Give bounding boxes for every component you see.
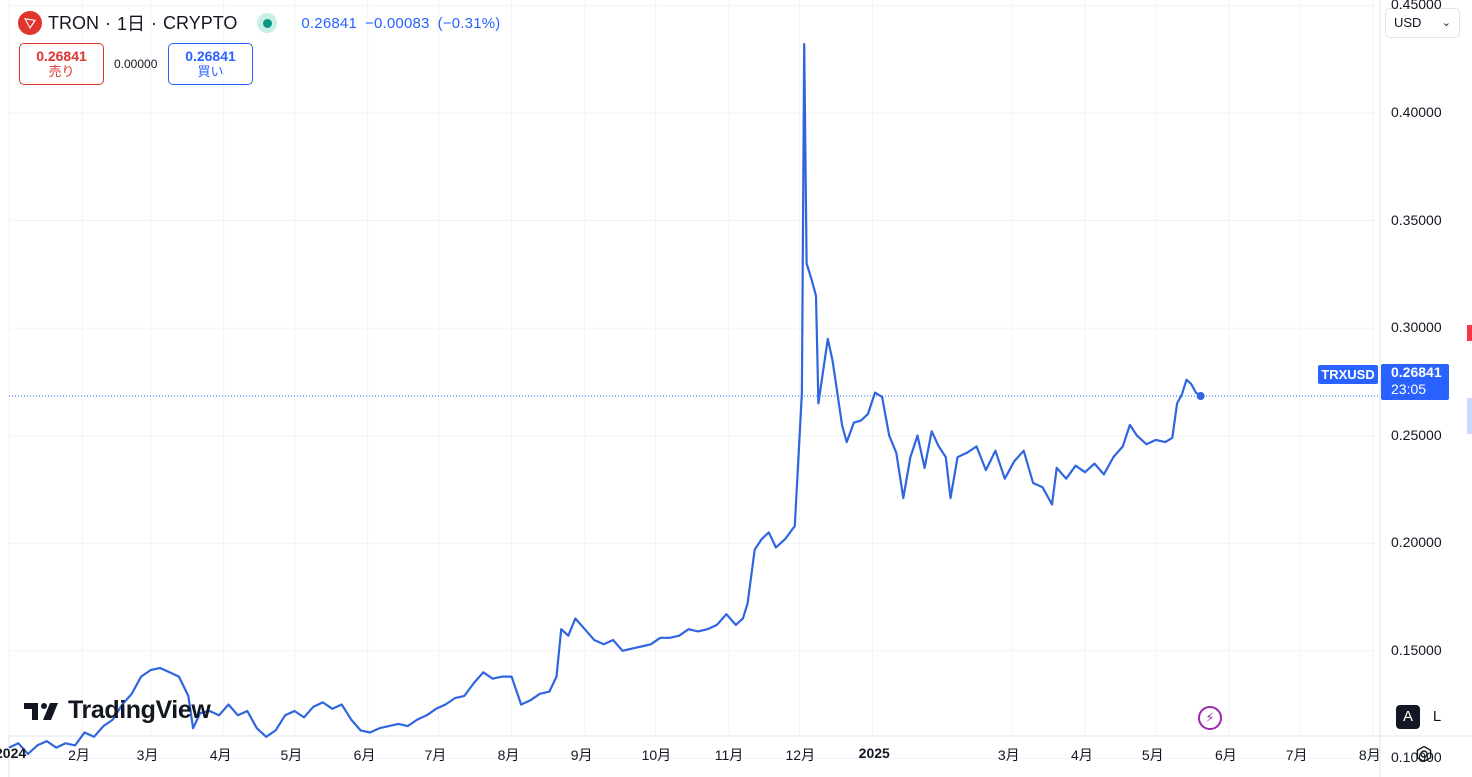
time-tick-label: 4月	[209, 747, 232, 763]
chevron-down-icon: ⌄	[1441, 17, 1451, 29]
log-scale-button[interactable]: L	[1425, 705, 1449, 729]
price-tick-label: 0.40000	[1391, 103, 1442, 120]
scroll-marker-blue	[1467, 398, 1472, 434]
time-tick-label: 8月	[1358, 747, 1381, 763]
interval-label[interactable]: 1日	[117, 14, 146, 34]
scroll-marker-red	[1467, 325, 1472, 341]
time-tick-label: 2024	[0, 745, 27, 761]
gear-icon[interactable]	[1414, 744, 1434, 764]
tradingview-logo-icon	[24, 702, 58, 720]
time-tick-label: 11月	[714, 747, 744, 763]
price-tick-label: 0.20000	[1391, 534, 1442, 551]
last-price: 0.26841	[301, 14, 357, 32]
time-tick-label: 3月	[136, 747, 159, 763]
symbol-price-tag: TRXUSD	[1318, 365, 1378, 384]
symbol-header[interactable]: TRON · 1日 · CRYPTO 0.26841 −0.00083 (−0.31…	[18, 10, 508, 36]
time-tick-label: 5月	[1141, 747, 1164, 763]
time-tick-label: 6月	[353, 747, 376, 763]
market-open-dot-icon[interactable]	[257, 13, 278, 33]
last-price-tag-value: 0.26841	[1391, 364, 1442, 380]
price-tick-label: 0.45000	[1391, 0, 1442, 13]
time-tick-label: 4月	[1071, 747, 1093, 763]
exchange-label: CRYPTO	[163, 12, 238, 33]
separator: ·	[151, 12, 158, 33]
time-tick-label: 5月	[280, 747, 303, 763]
price-change-percent: (−0.31%)	[437, 14, 501, 32]
auto-scale-button[interactable]: A	[1396, 705, 1420, 729]
price-tick-label: 0.35000	[1391, 211, 1442, 228]
time-tick-label: 9月	[570, 747, 593, 763]
sell-label: 売り	[48, 64, 75, 79]
time-tick-label: 12月	[785, 747, 816, 763]
price-series-line	[8, 43, 1202, 756]
buy-price: 0.26841	[185, 48, 236, 64]
tradingview-logo[interactable]: TradingView	[24, 696, 211, 725]
separator: ·	[105, 12, 111, 33]
sell-price: 0.26841	[36, 48, 87, 64]
time-tick-label: 10月	[641, 747, 672, 763]
currency-select[interactable]: USD ⌄	[1385, 8, 1460, 38]
tradingview-wordmark: TradingView	[68, 696, 211, 724]
time-tick-label: 6月	[1214, 747, 1237, 763]
price-change: −0.00083	[365, 14, 430, 32]
time-tick-label: 2025	[858, 745, 890, 761]
time-tick-label: 3月	[997, 747, 1020, 763]
time-tick-label: 8月	[497, 747, 520, 763]
lightning-icon[interactable]: ⚡	[1198, 706, 1222, 730]
time-tick-label: 2月	[68, 747, 90, 763]
tron-logo-icon	[18, 11, 42, 35]
last-price-marker	[1196, 392, 1205, 401]
price-tick-label: 0.10000	[1391, 749, 1442, 766]
quote-values: 0.26841 −0.00083 (−0.31%)	[301, 15, 508, 32]
bar-countdown: 23:05	[1391, 381, 1427, 397]
time-tick-label: 7月	[1285, 747, 1308, 763]
sell-button[interactable]: 0.26841 売り	[19, 43, 104, 85]
time-tick-label: 7月	[424, 747, 447, 763]
spread-value: 0.00000	[114, 57, 158, 71]
price-tick-label: 0.30000	[1391, 319, 1442, 336]
symbol-name: TRON	[48, 12, 99, 33]
buy-button[interactable]: 0.26841 買い	[168, 43, 253, 85]
buy-label: 買い	[197, 64, 224, 79]
currency-value: USD	[1394, 15, 1422, 30]
last-price-tag: 0.26841 23:05	[1381, 364, 1449, 400]
price-tick-label: 0.15000	[1391, 641, 1442, 658]
price-tick-label: 0.25000	[1391, 426, 1442, 443]
